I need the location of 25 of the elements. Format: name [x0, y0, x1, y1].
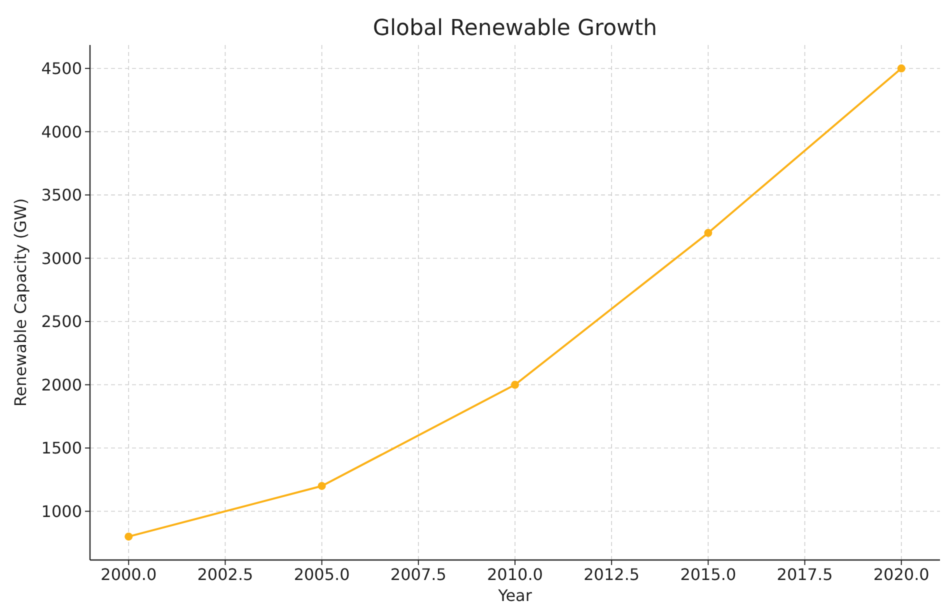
y-tick-label: 1500: [41, 438, 82, 458]
y-tick-label: 2500: [41, 312, 82, 332]
point: [897, 64, 906, 72]
x-tick-label: 2012.5: [584, 565, 640, 584]
x-tick-label: 2005.0: [294, 565, 350, 584]
x-tick-label: 2020.0: [873, 565, 930, 584]
y-tick-label: 1000: [41, 502, 82, 521]
y-tick-label: 4500: [41, 59, 82, 78]
x-tick-label: 2000.0: [100, 565, 157, 584]
y-tick-label: 3500: [41, 186, 82, 205]
y-tick-label: 4000: [41, 122, 82, 142]
x-axis-title: Year: [497, 586, 532, 603]
point: [318, 482, 326, 490]
x-tick-label: 2002.5: [197, 565, 254, 584]
chart-title: Global Renewable Growth: [372, 16, 658, 41]
point: [511, 380, 519, 389]
x-tick-label: 2017.5: [776, 565, 833, 584]
point: [704, 228, 712, 237]
x-tick-label: 2010.0: [487, 565, 543, 584]
x-tick-label: 2007.5: [390, 565, 446, 584]
point: [124, 532, 133, 541]
y-axis-title: Renewable Capacity (GW): [11, 198, 30, 407]
x-tick-label: 2015.0: [680, 565, 736, 584]
y-tick-label: 2000: [41, 375, 82, 394]
y-tick-label: 3000: [41, 248, 82, 268]
